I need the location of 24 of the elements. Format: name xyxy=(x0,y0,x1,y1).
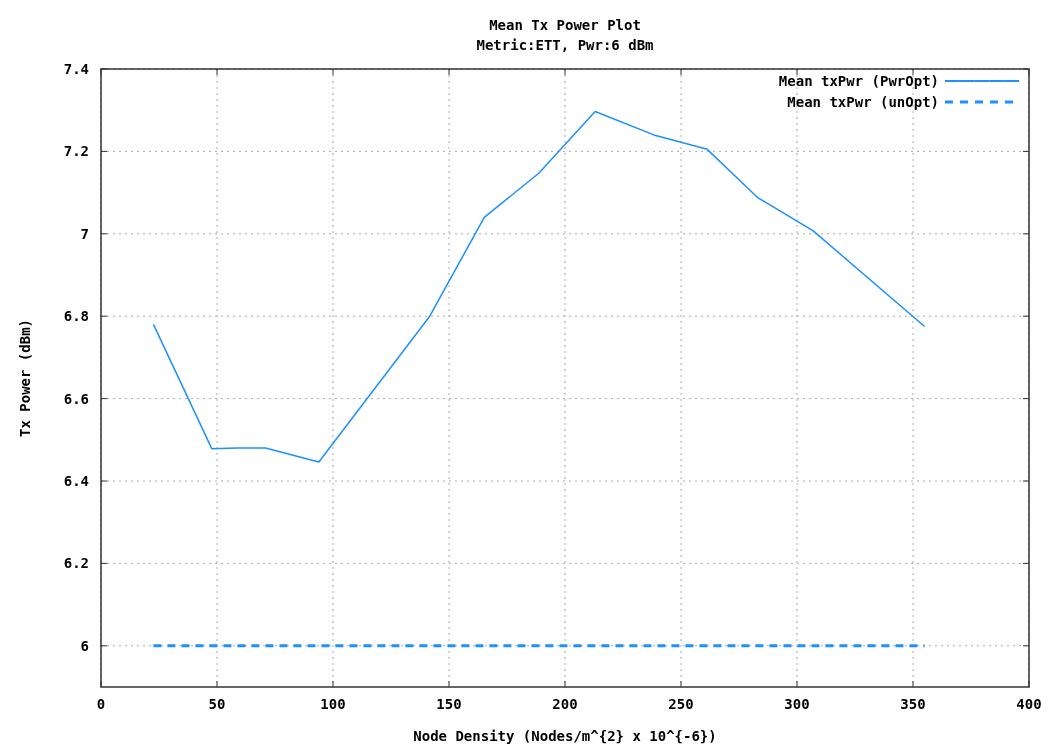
chart-subtitle: Metric:ETT, Pwr:6 dBm xyxy=(476,37,654,53)
x-tick-label: 50 xyxy=(208,696,226,712)
x-tick-label: 0 xyxy=(96,696,106,712)
x-tick-label: 400 xyxy=(1016,696,1042,712)
y-tick-label: 7.2 xyxy=(63,143,89,160)
y-tick-label: 6.8 xyxy=(63,308,89,325)
y-tick-label: 6 xyxy=(80,637,89,654)
y-tick-label: 6.4 xyxy=(63,473,89,489)
y-axis-title: Tx Power (dBm) xyxy=(17,318,33,438)
x-tick-label: 100 xyxy=(320,696,346,712)
legend-label: Mean txPwr (unOpt) xyxy=(787,94,939,110)
x-tick-label: 300 xyxy=(784,696,810,712)
y-tick-label: 6.2 xyxy=(63,555,89,572)
x-axis-title: Node Density (Nodes/m^{2} x 10^{-6}) xyxy=(413,728,717,744)
x-tick-label: 150 xyxy=(436,696,462,712)
y-tick-label: 7 xyxy=(80,225,89,242)
y-tick-label: 6.6 xyxy=(63,390,89,407)
line-series xyxy=(152,110,926,463)
y-tick-label: 7.4 xyxy=(63,61,89,77)
legend-label: Mean txPwr (PwrOpt) xyxy=(778,73,939,89)
x-tick-label: 200 xyxy=(552,696,578,712)
x-tick-label: 250 xyxy=(668,696,694,712)
chart-title: Mean Tx Power Plot xyxy=(489,17,641,33)
x-tick-label: 350 xyxy=(900,696,926,712)
